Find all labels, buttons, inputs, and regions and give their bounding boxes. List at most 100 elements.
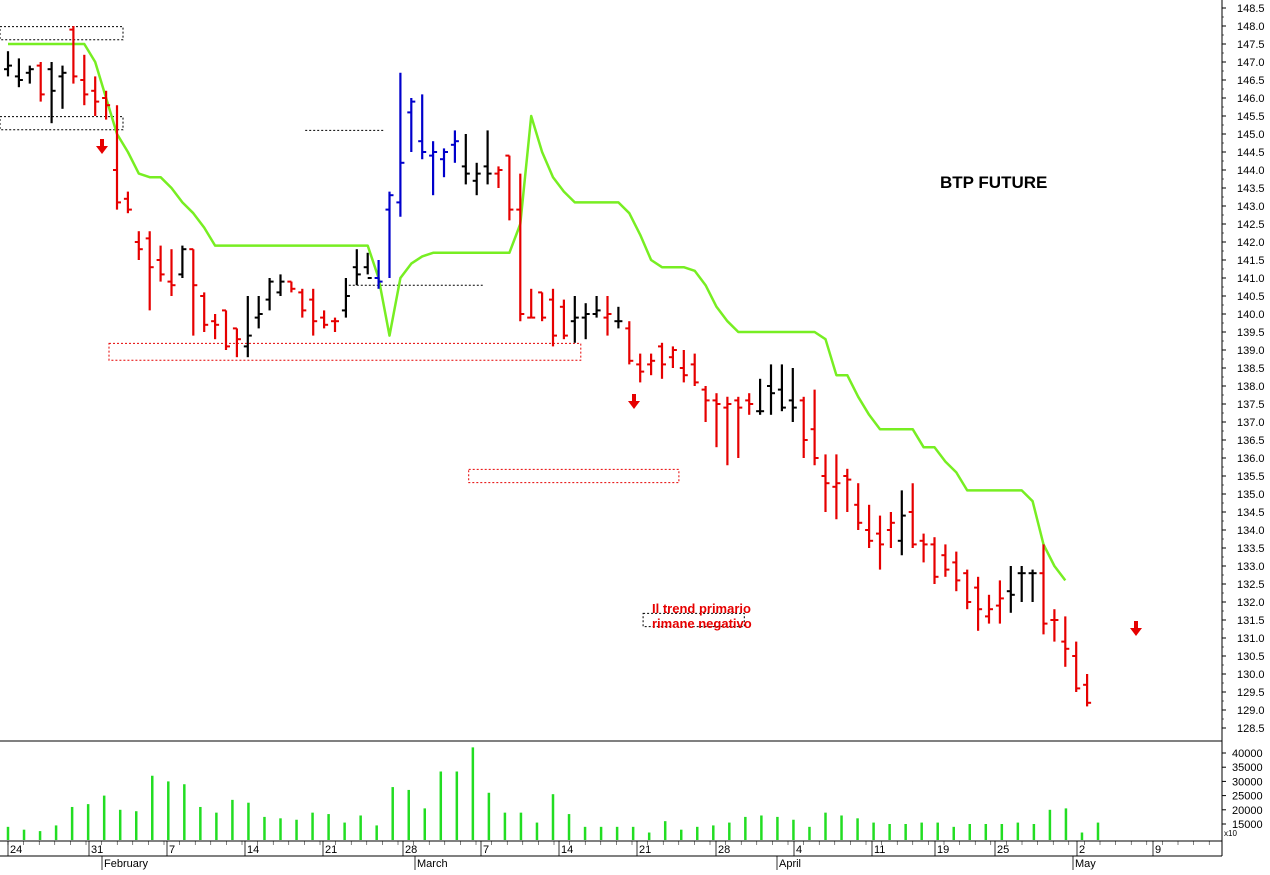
ohlc-bar bbox=[1028, 569, 1037, 602]
ohlc-bar bbox=[385, 191, 394, 278]
price-axis-ticks: 148.5 148.0 147.5 147.0 146.5 146.0 145.5 145.0… bbox=[1222, 3, 1265, 735]
ohlc-bar bbox=[331, 317, 339, 332]
trend-line-layer bbox=[8, 42, 1067, 582]
y-tick-label: 134.5 bbox=[1237, 507, 1265, 519]
x-day-label: 19 bbox=[937, 844, 949, 856]
ohlc-bar bbox=[974, 576, 983, 631]
volume-tick-label: 20000 bbox=[1232, 805, 1263, 817]
ohlc-bar bbox=[810, 389, 819, 466]
ohlc-bar bbox=[374, 260, 383, 289]
ohlc-bar bbox=[843, 468, 852, 512]
ohlc-bar bbox=[222, 309, 230, 350]
volume-tick-label: 25000 bbox=[1232, 791, 1263, 803]
annotation-line-1: Il trend primario bbox=[652, 601, 751, 616]
y-tick-label: 144.5 bbox=[1237, 147, 1265, 159]
x-month-label: May bbox=[1075, 858, 1096, 870]
y-tick-label: 139.5 bbox=[1237, 327, 1265, 339]
ohlc-bar bbox=[1006, 566, 1015, 613]
y-tick-label: 132.5 bbox=[1237, 579, 1265, 591]
ohlc-bar bbox=[25, 65, 34, 84]
y-tick-label: 141.0 bbox=[1237, 273, 1265, 285]
x-day-label: 14 bbox=[247, 844, 259, 856]
ohlc-bar bbox=[570, 296, 579, 343]
down-arrow-icon bbox=[96, 139, 108, 154]
ohlc-bar bbox=[287, 280, 296, 293]
ohlc-bar bbox=[1017, 566, 1026, 602]
ohlc-bar bbox=[995, 580, 1004, 624]
ohlc-bar bbox=[788, 368, 797, 422]
ohlc-bar bbox=[418, 94, 427, 160]
ohlc-bar bbox=[919, 533, 928, 563]
y-tick-label: 135.5 bbox=[1237, 471, 1265, 483]
ohlc-bar bbox=[941, 544, 950, 577]
y-tick-label: 133.5 bbox=[1237, 543, 1265, 555]
ohlc-bar bbox=[658, 342, 666, 379]
ohlc-bar bbox=[276, 274, 285, 296]
ohlc-bar bbox=[886, 512, 895, 548]
y-tick-label: 145.5 bbox=[1237, 111, 1265, 123]
volume-bars bbox=[6, 747, 1100, 840]
x-day-label: 14 bbox=[561, 844, 573, 856]
ohlc-bar bbox=[1050, 609, 1059, 642]
y-tick-label: 144.0 bbox=[1237, 165, 1265, 177]
ohlc-bar bbox=[58, 65, 67, 109]
y-tick-label: 143.5 bbox=[1237, 183, 1265, 195]
y-tick-label: 146.5 bbox=[1237, 75, 1265, 87]
x-month-label: February bbox=[104, 858, 149, 870]
volume-tick-label: 30000 bbox=[1232, 776, 1263, 788]
x-day-label: 7 bbox=[483, 844, 489, 856]
x-day-label: 7 bbox=[169, 844, 175, 856]
trend-line bbox=[8, 42, 1067, 582]
ohlc-bar bbox=[701, 386, 710, 422]
ohlc-bar bbox=[734, 396, 743, 458]
ohlc-bar bbox=[1083, 674, 1092, 707]
ohlc-bar bbox=[832, 454, 841, 520]
level-box bbox=[108, 342, 582, 361]
y-tick-label: 145.0 bbox=[1237, 129, 1265, 141]
y-tick-label: 147.0 bbox=[1237, 57, 1265, 69]
ohlc-bar bbox=[461, 134, 470, 185]
y-tick-label: 146.0 bbox=[1237, 93, 1265, 105]
ohlc-bar bbox=[668, 346, 677, 368]
ohlc-bar bbox=[614, 306, 623, 329]
y-tick-label: 140.0 bbox=[1237, 309, 1265, 321]
ohlc-bar bbox=[4, 51, 12, 77]
ohlc-bar bbox=[69, 26, 78, 84]
y-tick-label: 148.0 bbox=[1237, 21, 1265, 33]
x-day-label: 11 bbox=[874, 844, 885, 856]
x-month-label: April bbox=[779, 858, 801, 870]
ohlc-bar bbox=[265, 278, 274, 311]
y-tick-label: 143.0 bbox=[1237, 201, 1265, 213]
level-box bbox=[468, 468, 680, 484]
ohlc-bar bbox=[243, 296, 252, 358]
y-tick-label: 138.0 bbox=[1237, 381, 1265, 393]
ohlc-bar bbox=[407, 98, 416, 152]
y-tick-label: 130.0 bbox=[1237, 669, 1265, 681]
annotation-line-2: rimane negativo bbox=[652, 616, 752, 631]
ohlc-bar bbox=[483, 130, 492, 185]
x-day-label: 28 bbox=[718, 844, 730, 856]
down-arrow-icon bbox=[1130, 621, 1142, 636]
ohlc-bar bbox=[625, 321, 634, 365]
ohlc-bar bbox=[320, 310, 329, 329]
x-day-label: 21 bbox=[325, 844, 337, 856]
x-day-label: 9 bbox=[1155, 844, 1161, 856]
ohlc-bar bbox=[799, 396, 808, 458]
x-day-label: 4 bbox=[796, 844, 802, 856]
ohlc-bar bbox=[134, 231, 143, 260]
ohlc-bar bbox=[581, 303, 590, 340]
y-tick-label: 142.0 bbox=[1237, 237, 1265, 249]
x-day-label: 2 bbox=[1079, 844, 1085, 856]
y-tick-label: 131.5 bbox=[1237, 615, 1265, 627]
ohlc-bar bbox=[952, 551, 961, 592]
ohlc-bar bbox=[123, 191, 132, 214]
ohlc-bar bbox=[636, 353, 645, 383]
level-boxes bbox=[0, 26, 745, 628]
ohlc-bar bbox=[352, 249, 361, 286]
y-tick-label: 130.5 bbox=[1237, 651, 1265, 663]
y-tick-label: 136.5 bbox=[1237, 435, 1265, 447]
ohlc-bar bbox=[472, 162, 481, 196]
y-tick-label: 134.0 bbox=[1237, 525, 1265, 537]
